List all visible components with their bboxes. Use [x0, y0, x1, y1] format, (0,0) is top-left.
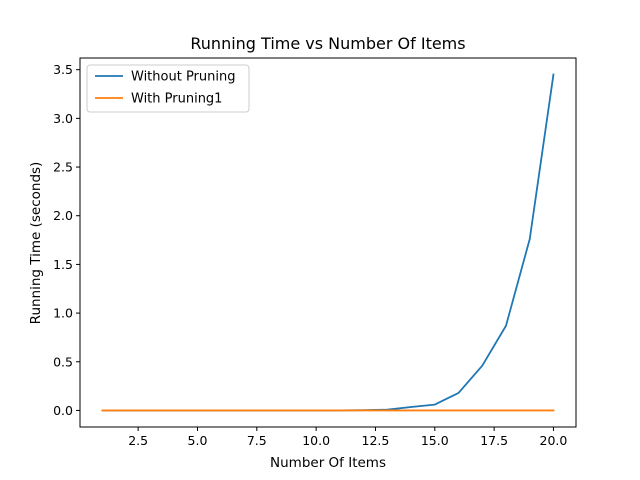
legend-label-2: With Pruning1	[131, 92, 222, 107]
x-tick-label: 12.5	[362, 433, 390, 448]
y-tick-label: 2.5	[53, 160, 73, 175]
y-axis-label: Running Time (seconds)	[28, 162, 44, 325]
y-tick-label: 2.0	[53, 208, 73, 223]
x-axis-label: Number Of Items	[270, 455, 386, 471]
x-tick-label: 2.5	[128, 433, 148, 448]
plot-area: 2.5 5.0 7.5 10.0 12.5 15.0 17.5 20.0 0.0 0.5 1.0 1.…	[53, 57, 577, 448]
x-tick-label: 10.0	[302, 433, 330, 448]
x-tick-label: 7.5	[247, 433, 267, 448]
x-tick-label: 5.0	[188, 433, 208, 448]
x-tick-label: 15.0	[421, 433, 449, 448]
y-tick-label: 3.0	[53, 111, 73, 126]
y-tick-label: 3.5	[53, 62, 73, 77]
axes-frame	[79, 57, 577, 428]
legend-label-1: Without Pruning	[131, 70, 235, 85]
y-tick-label: 0.5	[53, 354, 73, 369]
x-tick-label: 17.5	[480, 433, 508, 448]
chart-title: Running Time vs Number Of Items	[190, 34, 465, 53]
y-tick-label: 1.5	[53, 257, 73, 272]
y-tick-label: 1.0	[53, 306, 73, 321]
legend-box	[86, 64, 250, 113]
y-tick-label: 0.0	[53, 403, 73, 418]
x-tick-label: 20.0	[540, 433, 568, 448]
legend: Without Pruning With Pruning1	[86, 64, 250, 113]
